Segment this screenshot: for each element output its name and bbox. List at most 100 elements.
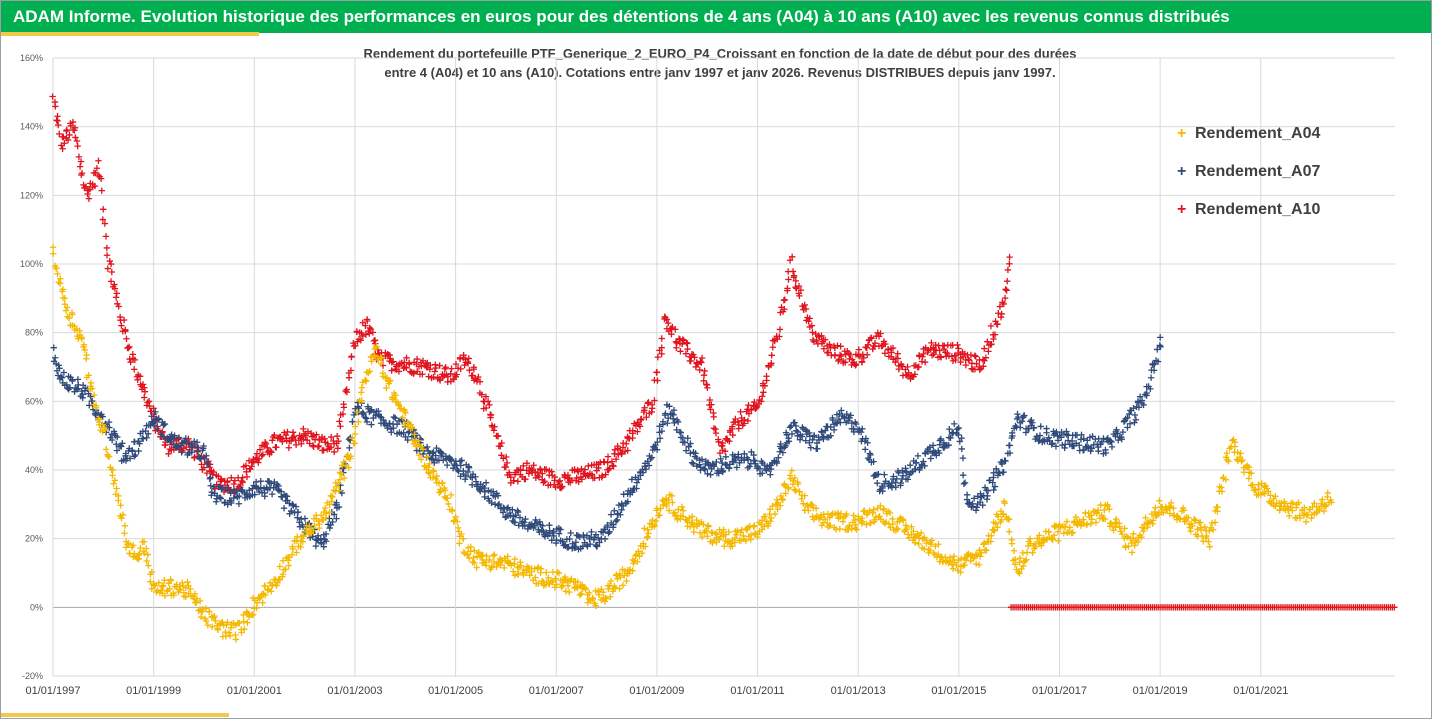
- point-rendement_a10: [530, 462, 537, 469]
- point-rendement_a07: [700, 465, 708, 472]
- point-rendement_a07: [958, 434, 965, 442]
- point-rendement_a04: [617, 574, 624, 581]
- point-rendement_a10: [111, 285, 119, 292]
- point-rendement_a04: [855, 513, 862, 520]
- point-rendement_a04: [700, 521, 707, 528]
- point-rendement_a10: [269, 437, 276, 444]
- point-rendement_a10: [359, 332, 366, 340]
- point-rendement_a04: [49, 244, 57, 251]
- point-rendement_a04: [836, 525, 844, 533]
- point-rendement_a07: [464, 468, 472, 476]
- point-rendement_a07: [688, 459, 696, 466]
- point-rendement_a04: [1180, 507, 1188, 514]
- point-rendement_a07: [955, 431, 962, 439]
- point-rendement_a07: [289, 501, 296, 508]
- point-rendement_a07: [719, 467, 727, 475]
- point-rendement_a10: [721, 448, 729, 455]
- point-rendement_a07: [160, 422, 167, 429]
- point-rendement_a07: [182, 435, 189, 442]
- point-rendement_a04: [668, 492, 676, 500]
- point-rendement_a04: [1156, 497, 1163, 504]
- point-rendement_a04: [794, 480, 802, 488]
- point-rendement_a07: [564, 543, 572, 551]
- point-rendement_a10: [919, 353, 926, 360]
- point-rendement_a07: [847, 412, 854, 419]
- point-rendement_a04: [514, 563, 521, 571]
- point-rendement_a04: [1214, 508, 1221, 515]
- point-rendement_a07: [904, 476, 912, 483]
- point-rendement_a07: [656, 435, 664, 442]
- point-rendement_a07: [875, 470, 882, 478]
- point-rendement_a10: [343, 388, 351, 396]
- point-rendement_a10: [604, 453, 612, 460]
- point-rendement_a10: [792, 277, 799, 285]
- point-rendement_a04: [1289, 507, 1296, 514]
- point-rendement_a04: [957, 555, 965, 562]
- x-tick-label: 01/01/2019: [1133, 685, 1188, 697]
- y-tick-label: 80%: [25, 328, 43, 338]
- point-rendement_a04: [801, 492, 808, 499]
- point-rendement_a04: [423, 453, 431, 461]
- point-rendement_a10: [107, 278, 115, 285]
- point-rendement_a04: [241, 626, 248, 633]
- point-rendement_a07: [848, 419, 856, 427]
- point-rendement_a10: [1004, 277, 1011, 285]
- point-rendement_a04: [549, 578, 556, 586]
- point-rendement_a04: [850, 512, 857, 519]
- point-rendement_a04: [444, 494, 451, 502]
- point-rendement_a04: [191, 590, 199, 598]
- point-rendement_a04: [161, 576, 168, 584]
- point-rendement_a10: [218, 476, 225, 484]
- point-rendement_a04: [1152, 504, 1159, 512]
- point-rendement_a04: [689, 519, 696, 527]
- point-rendement_a07: [731, 453, 738, 460]
- point-rendement_a04: [439, 479, 446, 487]
- point-rendement_a10: [599, 472, 606, 479]
- point-rendement_a07: [360, 410, 367, 418]
- point-rendement_a04: [351, 440, 359, 447]
- point-rendement_a07: [136, 440, 143, 447]
- point-rendement_a07: [588, 528, 595, 536]
- point-rendement_a10: [768, 352, 775, 359]
- point-rendement_a04: [318, 511, 325, 519]
- point-rendement_a10: [93, 165, 101, 172]
- point-rendement_a10: [757, 398, 765, 405]
- point-rendement_a04: [336, 476, 344, 483]
- point-rendement_a04: [1010, 547, 1018, 554]
- point-rendement_a10: [389, 358, 397, 365]
- point-rendement_a04: [576, 591, 584, 599]
- point-rendement_a07: [69, 377, 76, 385]
- point-rendement_a10: [555, 478, 563, 486]
- point-rendement_a04: [623, 577, 630, 585]
- point-rendement_a07: [208, 488, 215, 496]
- point-rendement_a04: [333, 483, 340, 490]
- point-rendement_a07: [601, 535, 609, 543]
- point-rendement_a10: [103, 252, 111, 259]
- point-rendement_a04: [976, 553, 984, 560]
- point-rendement_a10: [988, 340, 995, 348]
- point-rendement_a07: [1088, 445, 1095, 452]
- point-rendement_a04: [634, 558, 641, 565]
- point-rendement_a04: [433, 472, 441, 480]
- point-rendement_a10: [737, 408, 744, 416]
- point-rendement_a04: [712, 530, 719, 537]
- grid-lines: [52, 57, 1395, 677]
- point-rendement_a07: [1061, 444, 1068, 452]
- point-rendement_a04: [1138, 533, 1145, 541]
- point-rendement_a04: [1286, 512, 1293, 520]
- point-rendement_a10: [796, 292, 803, 300]
- point-rendement_a04: [1308, 511, 1315, 518]
- point-rendement_a04: [1238, 458, 1245, 465]
- point-rendement_a04: [1209, 526, 1217, 534]
- point-rendement_a10: [362, 331, 370, 338]
- point-rendement_a10: [523, 459, 531, 467]
- point-rendement_a04: [1187, 528, 1194, 535]
- point-rendement_a10: [741, 416, 748, 424]
- point-rendement_a10: [348, 353, 355, 361]
- point-rendement_a07: [807, 444, 815, 451]
- point-rendement_a04: [147, 578, 154, 585]
- point-rendement_a04: [150, 581, 157, 589]
- point-rendement_a04: [411, 431, 418, 438]
- point-rendement_a07: [604, 523, 611, 531]
- point-rendement_a10: [786, 257, 794, 264]
